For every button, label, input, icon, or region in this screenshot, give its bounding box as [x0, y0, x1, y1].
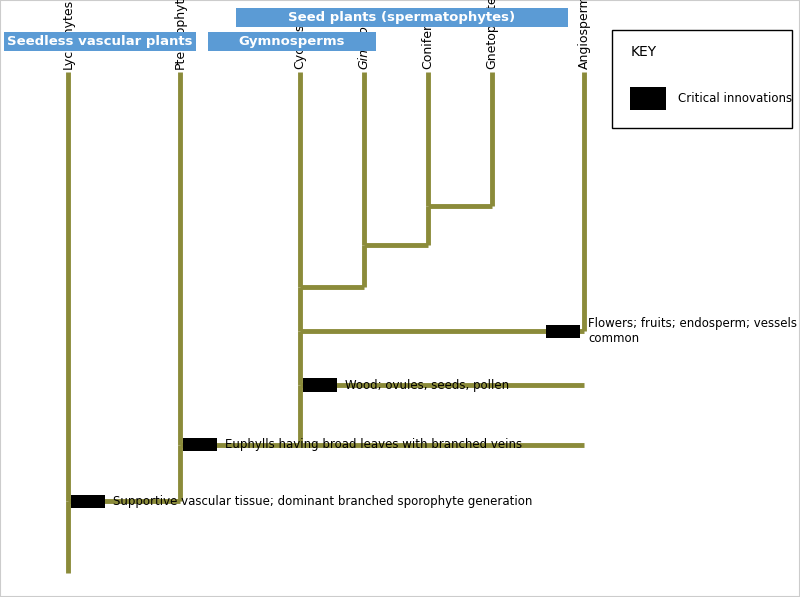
Text: KEY: KEY [630, 45, 657, 59]
Text: Lycophytes: Lycophytes [62, 0, 74, 69]
Text: Conifers: Conifers [422, 17, 434, 69]
Bar [183, 438, 217, 451]
Text: Critical innovations: Critical innovations [678, 92, 793, 105]
Text: Euphylls having broad leaves with branched veins: Euphylls having broad leaves with branch… [225, 438, 522, 451]
Bar [630, 87, 666, 110]
FancyBboxPatch shape [236, 8, 568, 27]
Bar [71, 495, 105, 508]
FancyBboxPatch shape [612, 30, 792, 128]
Text: Pteridophytes: Pteridophytes [174, 0, 186, 69]
Text: Wood; ovules, seeds, pollen: Wood; ovules, seeds, pollen [345, 378, 509, 392]
Text: Seedless vascular plants: Seedless vascular plants [7, 35, 193, 48]
FancyBboxPatch shape [4, 32, 196, 51]
Text: Gymnosperms: Gymnosperms [238, 35, 346, 48]
Bar [303, 378, 337, 392]
Text: Seed plants (spermatophytes): Seed plants (spermatophytes) [289, 11, 515, 24]
FancyBboxPatch shape [208, 32, 376, 51]
Text: Flowers; fruits; endosperm; vessels
common: Flowers; fruits; endosperm; vessels comm… [588, 318, 797, 345]
Text: Cycads: Cycads [294, 23, 306, 69]
Text: Supportive vascular tissue; dominant branched sporophyte generation: Supportive vascular tissue; dominant bra… [113, 495, 532, 508]
Text: Gnetophytes: Gnetophytes [486, 0, 498, 69]
Text: Angiosperms: Angiosperms [578, 0, 590, 69]
Bar [546, 325, 580, 338]
Text: Ginkgo: Ginkgo [358, 25, 370, 69]
